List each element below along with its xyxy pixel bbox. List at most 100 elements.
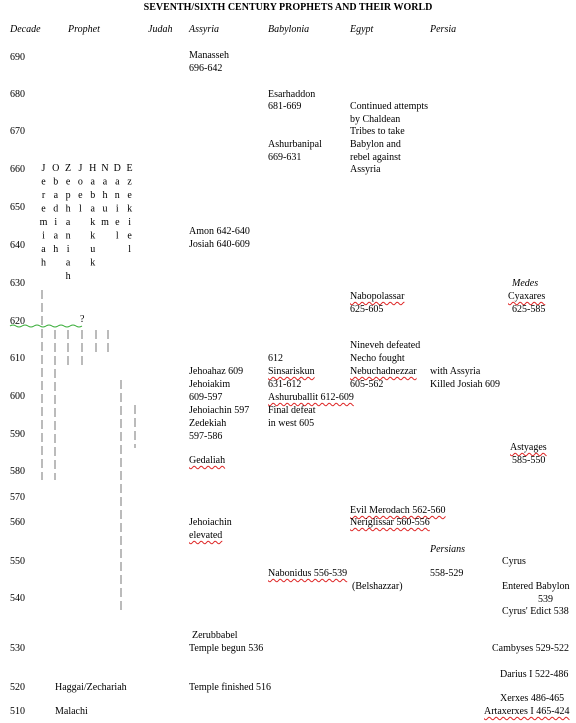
entry: ? — [80, 314, 85, 325]
entry: Esarhaddon — [268, 89, 316, 100]
entry: 539 — [538, 594, 553, 605]
entry: Amon 642-640 — [189, 226, 250, 237]
entry: 609-597 — [189, 392, 223, 403]
decade: 650 — [10, 202, 25, 213]
entry: 631-612 — [268, 379, 302, 390]
entry: Temple begun 536 — [189, 643, 264, 654]
entry: Babylon and — [350, 139, 401, 150]
entry: Ashurbanipal — [268, 139, 322, 150]
entry: Evil Merodach 562-560 — [350, 505, 446, 516]
column-header: Egypt — [350, 24, 374, 35]
entry: Zerubbabel — [192, 630, 238, 641]
entry: Nineveh defeated — [350, 340, 421, 351]
entry: Xerxes 486-465 — [500, 693, 565, 704]
entry: elevated — [189, 530, 223, 541]
entry: Jehoiachin — [189, 517, 232, 528]
entry: (Belshazzar) — [352, 581, 403, 592]
entry: Nabonidus 556-539 — [268, 568, 348, 579]
entry: Zedekiah — [189, 418, 227, 429]
column-header: Babylonia — [268, 24, 310, 35]
decade: 600 — [10, 391, 25, 402]
entry: 669-631 — [268, 152, 302, 163]
entry: Malachi — [55, 706, 88, 717]
prophet-name: Nahum — [99, 163, 111, 231]
entry: Temple finished 516 — [189, 682, 272, 693]
entry: Gedaliah — [189, 455, 226, 466]
title: SEVENTH/SIXTH CENTURY PROPHETS AND THEIR… — [143, 2, 433, 13]
prophet-name: Joel — [74, 163, 86, 217]
column-header: Judah — [148, 24, 173, 35]
entry: Continued attempts — [350, 101, 429, 112]
prophet-name: Ezekiel — [124, 163, 136, 258]
entry: Jehoahaz 609 — [189, 366, 244, 377]
entry: Nabopolassar — [350, 291, 405, 302]
column-header: Decade — [10, 24, 41, 35]
entry: Necho fought — [350, 353, 405, 364]
decade: 580 — [10, 466, 25, 477]
decade: 630 — [10, 278, 25, 289]
prophet-name: Habakkuk — [87, 163, 99, 271]
decade: 640 — [10, 240, 25, 251]
prophet-name: Jeremiah — [38, 163, 49, 271]
prophet-name: Obadiah — [50, 163, 62, 258]
decade: 550 — [10, 556, 25, 567]
entry: Artaxerxes I 465-424 — [484, 706, 570, 717]
prophet-name: Zephaniah — [62, 163, 74, 285]
entry: Sinsariskun — [268, 366, 315, 377]
entry: Darius I 522-486 — [500, 669, 569, 680]
entry: Killed Josiah 609 — [430, 379, 500, 390]
entry: Assyria — [350, 164, 381, 175]
column-header: Persia — [430, 24, 457, 35]
decade: 540 — [10, 593, 25, 604]
decade: 530 — [10, 643, 25, 654]
entry: Cyaxares — [508, 291, 546, 302]
entry: by Chaldean — [350, 114, 401, 125]
entry: 558-529 — [430, 568, 464, 579]
entry: Medes — [512, 278, 539, 289]
decade: 610 — [10, 353, 25, 364]
entry: Cyrus — [502, 556, 526, 567]
entry: 597-586 — [189, 431, 223, 442]
entry: Persians — [430, 544, 465, 555]
entry: Nebuchadnezzar — [350, 366, 417, 377]
entry: in west 605 — [268, 418, 315, 429]
decade: 680 — [10, 89, 25, 100]
entry: Ashuruballit 612-609 — [268, 392, 354, 403]
entry: with Assyria — [430, 366, 481, 377]
entry: Astyages — [510, 442, 547, 453]
entry: rebel against — [350, 152, 401, 163]
decade: 690 — [10, 52, 25, 63]
decade: 660 — [10, 164, 25, 175]
prophet-name: Daniel — [111, 163, 123, 244]
entry: Jehoiachin 597 — [189, 405, 250, 416]
column-header: Assyria — [189, 24, 219, 35]
entry: Haggai/Zechariah — [55, 682, 127, 693]
entry: 625-605 — [350, 304, 384, 315]
entry: Tribes to take — [350, 126, 405, 137]
decade: 510 — [10, 706, 25, 717]
entry: 681-669 — [268, 101, 302, 112]
entry: Entered Babylon — [502, 581, 570, 592]
spell-mark — [9, 324, 83, 328]
entry: Manasseh — [189, 50, 229, 61]
entry: Neriglissar 560-556 — [350, 517, 430, 528]
entry: Cyrus' Edict 538 — [502, 606, 569, 617]
decade: 570 — [10, 492, 25, 503]
entry: Cambyses 529-522 — [492, 643, 569, 654]
entry: Final defeat — [268, 405, 316, 416]
entry: 605-562 — [350, 379, 384, 390]
entry: 585-550 — [512, 455, 546, 466]
decade: 670 — [10, 126, 25, 137]
decade: 590 — [10, 429, 25, 440]
entry: 696-642 — [189, 63, 223, 74]
entry: Josiah 640-609 — [189, 239, 250, 250]
entry: Jehoiakim — [189, 379, 231, 390]
entry: 625-585 — [512, 304, 546, 315]
column-header: Prophet — [68, 24, 100, 35]
decade: 560 — [10, 517, 25, 528]
decade: 620 — [10, 316, 25, 327]
entry: 612 — [268, 353, 283, 364]
decade: 520 — [10, 682, 25, 693]
